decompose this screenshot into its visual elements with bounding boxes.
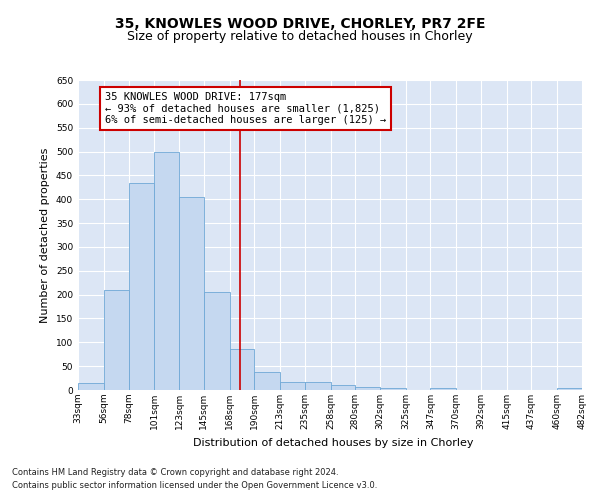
Bar — [78, 383, 104, 390]
Bar — [380, 388, 406, 390]
Bar — [104, 290, 128, 390]
Text: Contains HM Land Registry data © Crown copyright and database right 2024.: Contains HM Land Registry data © Crown c… — [12, 468, 338, 477]
Bar — [280, 382, 305, 390]
Bar — [179, 197, 204, 390]
Bar — [154, 152, 179, 390]
Text: Distribution of detached houses by size in Chorley: Distribution of detached houses by size … — [193, 438, 473, 448]
Text: 35 KNOWLES WOOD DRIVE: 177sqm
← 93% of detached houses are smaller (1,825)
6% of: 35 KNOWLES WOOD DRIVE: 177sqm ← 93% of d… — [105, 92, 386, 125]
Text: 35, KNOWLES WOOD DRIVE, CHORLEY, PR7 2FE: 35, KNOWLES WOOD DRIVE, CHORLEY, PR7 2FE — [115, 18, 485, 32]
Bar — [230, 350, 254, 390]
Bar — [128, 182, 154, 390]
Text: Size of property relative to detached houses in Chorley: Size of property relative to detached ho… — [127, 30, 473, 43]
Bar — [204, 292, 230, 390]
Bar — [331, 385, 355, 390]
Y-axis label: Number of detached properties: Number of detached properties — [40, 148, 50, 322]
Bar — [430, 388, 456, 390]
Text: Contains public sector information licensed under the Open Government Licence v3: Contains public sector information licen… — [12, 482, 377, 490]
Bar — [254, 372, 280, 390]
Bar — [557, 388, 582, 390]
Bar — [355, 387, 380, 390]
Bar — [305, 382, 331, 390]
